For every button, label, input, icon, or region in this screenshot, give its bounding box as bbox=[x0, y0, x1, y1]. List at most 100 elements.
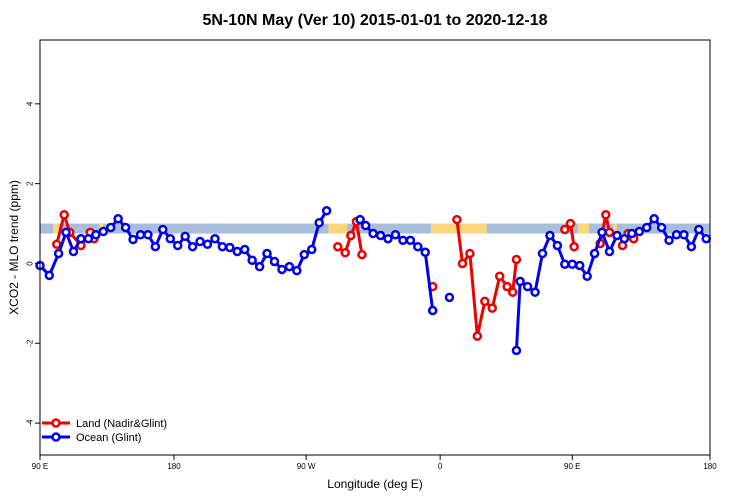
data-point bbox=[383, 233, 393, 244]
data-point bbox=[589, 248, 600, 259]
data-point bbox=[604, 246, 615, 257]
data-point bbox=[511, 254, 522, 265]
legend: Land (Nadir&Glint) Ocean (Glint) bbox=[42, 418, 167, 444]
data-point bbox=[262, 248, 272, 259]
data-point bbox=[420, 247, 430, 258]
data-point bbox=[627, 228, 637, 239]
data-point bbox=[98, 226, 109, 237]
data-point bbox=[612, 230, 622, 241]
x-axis: 90 E 180 90 W 0 90 E 180 bbox=[32, 455, 717, 471]
data-point bbox=[507, 287, 518, 297]
ocean-band bbox=[40, 223, 710, 234]
data-point bbox=[574, 260, 585, 271]
data-point bbox=[444, 292, 455, 303]
data-point bbox=[61, 227, 71, 238]
data-point bbox=[368, 228, 378, 239]
data-point bbox=[664, 235, 674, 246]
data-point bbox=[59, 210, 69, 220]
data-point bbox=[413, 241, 423, 252]
series-ocean bbox=[35, 206, 712, 356]
data-point bbox=[472, 331, 483, 341]
data-point bbox=[560, 259, 570, 270]
data-point bbox=[701, 233, 712, 244]
data-point bbox=[340, 247, 350, 258]
chart-title: 5N-10N May (Ver 10) 2015-01-01 to 2020-1… bbox=[202, 12, 547, 29]
data-point bbox=[120, 222, 131, 233]
legend-label: Ocean (Glint) bbox=[76, 432, 141, 444]
data-point bbox=[494, 271, 505, 281]
data-point bbox=[150, 241, 161, 252]
data-point bbox=[113, 214, 123, 224]
data-point bbox=[686, 241, 697, 252]
data-point bbox=[679, 229, 689, 240]
data-point bbox=[671, 229, 682, 240]
data-point bbox=[299, 249, 310, 260]
data-point bbox=[68, 246, 79, 257]
data-point bbox=[128, 234, 138, 245]
data-point bbox=[601, 210, 611, 220]
data-point bbox=[105, 222, 116, 233]
data-point bbox=[457, 258, 468, 269]
y-tick-label: 0 bbox=[26, 261, 35, 266]
data-point bbox=[91, 229, 101, 240]
data-point bbox=[254, 261, 265, 272]
data-point bbox=[537, 248, 548, 259]
data-point bbox=[511, 345, 522, 356]
data-point bbox=[292, 265, 302, 276]
data-point bbox=[52, 239, 62, 250]
y-tick-label: -2 bbox=[26, 339, 35, 347]
data-point bbox=[83, 233, 94, 244]
data-point bbox=[530, 287, 540, 297]
legend-marker bbox=[51, 432, 61, 442]
data-point bbox=[452, 214, 462, 225]
data-point bbox=[522, 281, 533, 292]
data-point bbox=[375, 230, 386, 241]
y-axis-label: XCO2 - MLO trend (ppm) bbox=[7, 180, 21, 315]
data-point bbox=[76, 233, 86, 244]
data-point bbox=[306, 244, 317, 255]
data-point bbox=[604, 227, 615, 238]
x-tick-label: 0 bbox=[438, 462, 443, 471]
data-point bbox=[217, 241, 228, 252]
data-point bbox=[239, 244, 250, 255]
data-point bbox=[314, 218, 324, 228]
x-tick-label: 90 E bbox=[564, 462, 580, 471]
data-point bbox=[232, 246, 243, 257]
data-point bbox=[135, 229, 146, 240]
data-point bbox=[210, 233, 220, 244]
data-point bbox=[560, 224, 570, 235]
data-point bbox=[172, 240, 183, 251]
data-point bbox=[269, 256, 280, 267]
data-point bbox=[284, 261, 295, 272]
data-point bbox=[619, 233, 630, 244]
data-point bbox=[656, 222, 667, 233]
plot-frame bbox=[39, 39, 711, 456]
data-point bbox=[569, 241, 579, 252]
data-point bbox=[597, 227, 607, 238]
data-point bbox=[187, 241, 198, 252]
x-tick-label: 180 bbox=[703, 462, 717, 471]
data-point bbox=[694, 224, 704, 235]
data-point bbox=[321, 206, 332, 216]
y-axis: -4 -2 0 2 4 bbox=[26, 101, 40, 427]
data-point bbox=[502, 281, 512, 292]
data-point bbox=[225, 242, 235, 253]
data-point bbox=[333, 241, 343, 252]
land-band-segment bbox=[53, 223, 59, 234]
y-tick-label: 4 bbox=[26, 101, 35, 106]
land-band-segment bbox=[577, 223, 590, 234]
land-band-segment bbox=[613, 223, 617, 234]
data-point bbox=[143, 229, 153, 240]
data-point bbox=[565, 218, 576, 229]
data-point bbox=[515, 276, 525, 287]
data-point bbox=[480, 296, 490, 307]
data-point bbox=[357, 249, 367, 260]
data-point bbox=[195, 236, 205, 247]
data-point bbox=[634, 226, 645, 237]
data-point bbox=[649, 214, 659, 224]
x-tick-label: 90 E bbox=[32, 462, 48, 471]
data-point bbox=[360, 220, 371, 231]
data-point bbox=[405, 235, 416, 246]
data-point bbox=[398, 235, 408, 246]
